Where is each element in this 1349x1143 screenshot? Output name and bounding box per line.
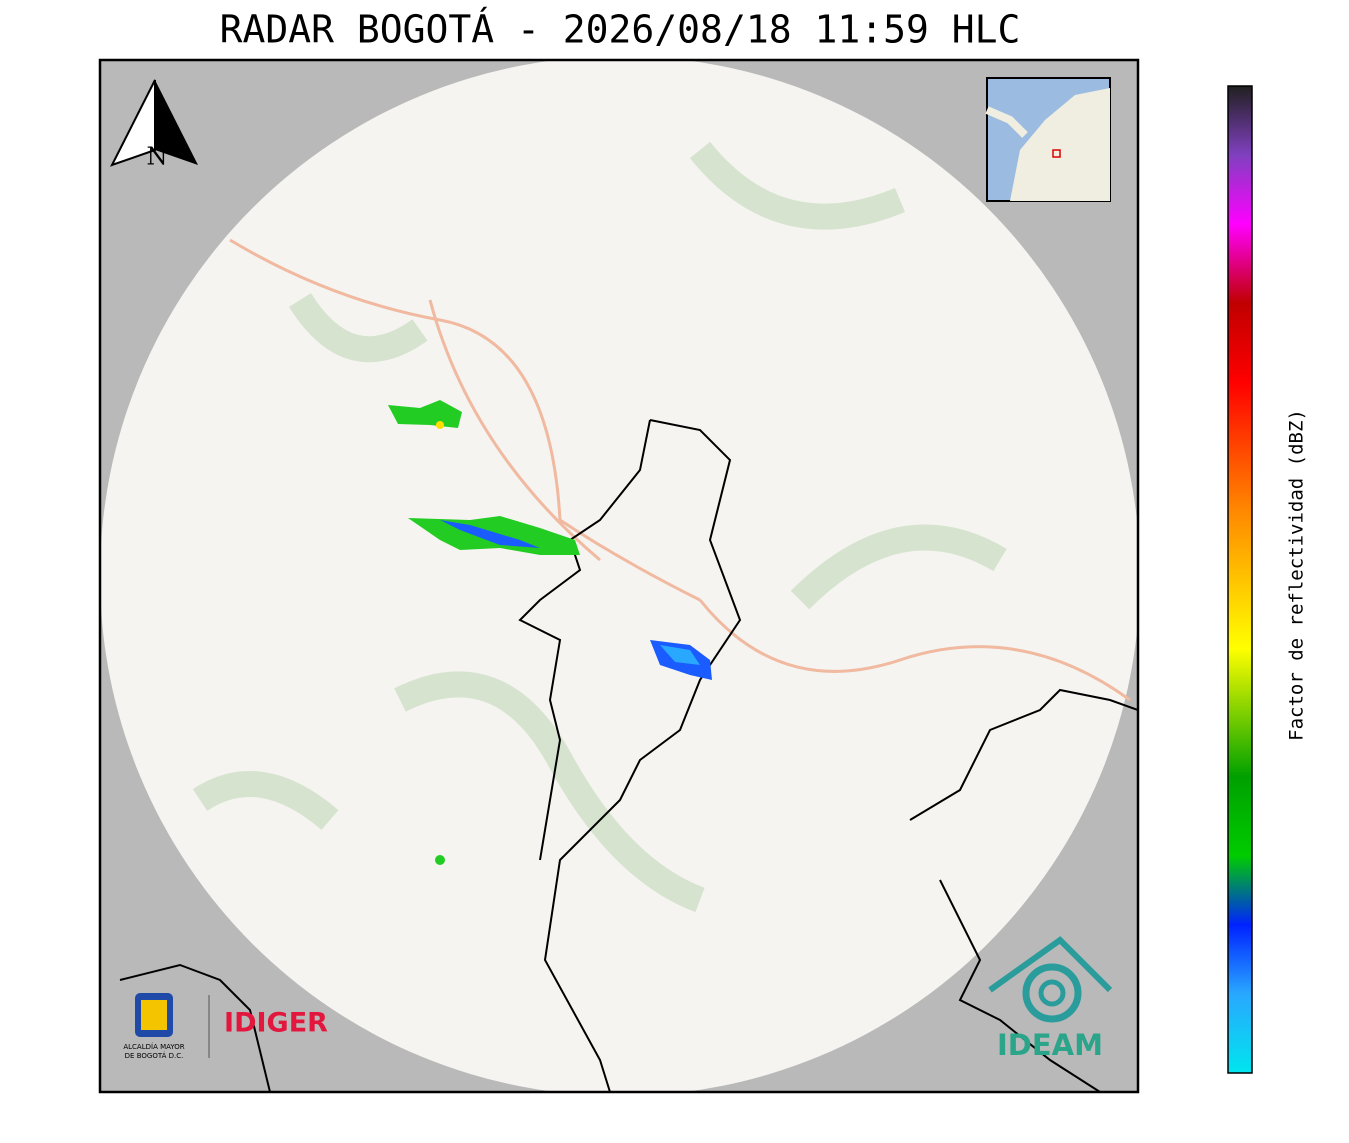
ideam-text: IDEAM bbox=[997, 1028, 1103, 1062]
logo-text: DE BOGOTÁ D.C. bbox=[125, 1051, 184, 1060]
map: N ALCALDÍA MAYOR DE BOGOTÁ D.C. IDIGER I… bbox=[100, 60, 1138, 1092]
alcaldia-logo: ALCALDÍA MAYOR DE BOGOTÁ D.C. IDIGER bbox=[123, 993, 328, 1060]
logo-text: ALCALDÍA MAYOR bbox=[123, 1042, 184, 1051]
colorbar-label: Factor de reflectividad (dBZ) bbox=[1286, 409, 1308, 741]
colorbar bbox=[1227, 85, 1253, 1074]
terrain bbox=[192, 141, 1007, 913]
inset-map bbox=[985, 77, 1111, 202]
radar-range bbox=[100, 60, 1138, 1092]
north-arrow: N bbox=[109, 79, 198, 171]
department-border bbox=[119, 963, 271, 1092]
ideam-logo: IDEAM bbox=[988, 936, 1113, 1062]
department-border bbox=[909, 688, 1138, 1092]
map-frame bbox=[98, 58, 1140, 1094]
district-border bbox=[518, 419, 742, 1092]
idiger-logo: IDIGER bbox=[224, 1008, 328, 1039]
title: RADAR BOGOTÁ - 2026/08/18 11:59 HLC bbox=[220, 8, 1021, 52]
north-label: N bbox=[147, 143, 168, 171]
roads bbox=[229, 238, 1131, 702]
radar-echoes bbox=[388, 400, 712, 865]
